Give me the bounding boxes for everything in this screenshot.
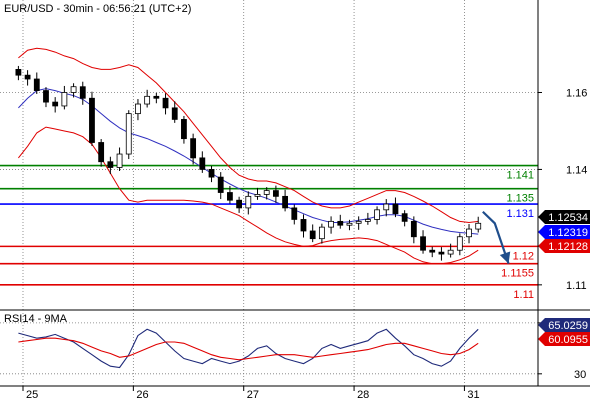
candle-body	[383, 203, 390, 211]
band-line	[18, 126, 479, 265]
rsi-title: RSI14 - 9MA	[4, 313, 68, 325]
rsi-tag-box	[538, 332, 590, 346]
rsi-series-line	[18, 337, 479, 361]
price-tag-label: 1.12534	[548, 212, 588, 224]
forecast-path	[482, 210, 510, 265]
candle-body	[337, 220, 344, 226]
candle-body	[107, 161, 114, 168]
price-tick-label: 1.16	[566, 87, 587, 99]
level-label: 1.135	[506, 193, 534, 205]
candle-body	[135, 103, 141, 115]
candle-body	[144, 95, 151, 105]
candle-body	[245, 195, 252, 209]
level-label: 1.131	[506, 208, 534, 220]
rsi-grid	[0, 310, 538, 386]
price-tick-label: 1.11	[566, 280, 587, 292]
price-tick-label: 1.14	[566, 164, 587, 176]
price-axis: 1.161.141.121.11	[538, 87, 587, 292]
candle-body	[272, 190, 279, 197]
candle-body	[24, 74, 31, 80]
candle-body	[263, 190, 270, 195]
date-axis: 25 26 27 28 31	[22, 386, 480, 400]
candle-body	[438, 251, 445, 255]
date-tick-label: 25	[26, 389, 38, 400]
candles	[15, 65, 482, 261]
candle-body	[374, 209, 380, 220]
candle-body	[116, 153, 123, 168]
candle-body	[98, 142, 105, 163]
price-tag-label: 1.12128	[548, 241, 588, 253]
forecast-arrowhead	[499, 251, 511, 264]
candle-body	[171, 107, 178, 120]
price-tags: 1.12534 1.12319 1.12128	[538, 210, 590, 253]
date-tick-label: 27	[247, 389, 259, 400]
candle-body	[162, 97, 169, 109]
candle-body	[291, 207, 298, 220]
price-plot-background	[0, 0, 538, 310]
candle-body	[89, 97, 95, 143]
candle-body	[33, 78, 40, 91]
candle-body	[254, 194, 261, 197]
chart-title: EUR/USD - 30min - 06:56:21 (UTC+2)	[4, 3, 191, 15]
price-tag-label: 1.12319	[548, 227, 588, 239]
date-tick-label: 31	[467, 389, 479, 400]
price-tag-box	[538, 210, 590, 224]
candle-body	[125, 113, 132, 155]
candle-body	[401, 213, 408, 222]
rsi-series-line	[18, 328, 479, 369]
candle-body	[227, 192, 233, 201]
candle-body	[456, 236, 463, 251]
candle-body	[328, 220, 334, 228]
rsi-tag-label: 60.0955	[548, 334, 588, 346]
candle-body	[208, 169, 215, 178]
candle-body	[190, 138, 197, 159]
level-label: 1.11	[513, 289, 534, 301]
band-line	[18, 47, 479, 224]
candle-body	[153, 95, 160, 99]
candle-body	[364, 219, 371, 222]
price-tag-box	[538, 239, 590, 253]
candle-body	[466, 228, 472, 238]
rsi-tick-label: 30	[574, 369, 586, 381]
candle-body	[420, 236, 426, 251]
candle-body	[61, 92, 68, 107]
candle-body	[392, 203, 399, 215]
candle-body	[15, 69, 22, 76]
level-label: 1.141	[506, 170, 534, 182]
candle-body	[70, 86, 77, 93]
candle-body	[475, 222, 482, 230]
date-tick-label: 28	[357, 389, 369, 400]
candle-body	[217, 176, 224, 193]
rsi-lines	[18, 328, 479, 369]
forecast-arrow	[482, 210, 511, 265]
candle-body	[43, 90, 49, 103]
candle-body	[429, 249, 436, 253]
rsi-tag-box	[538, 318, 590, 332]
candle-body	[181, 119, 187, 140]
candle-body	[199, 157, 206, 170]
support-resistance-levels: 1.141 1.135 1.131 1.12 1.1155 1.11	[0, 164, 538, 301]
price-tag-box	[538, 225, 590, 239]
candle-body	[447, 249, 454, 255]
candle-body	[309, 230, 316, 240]
level-label: 1.12	[513, 250, 534, 262]
candle-body	[79, 86, 86, 99]
level-label: 1.1155	[501, 268, 534, 280]
candle-body	[410, 220, 417, 238]
candle-body	[300, 219, 307, 232]
price-panel: 1.141 1.135 1.131 1.12 1.1155 1.11 EUR/USD - …	[0, 0, 590, 310]
candle-body	[346, 222, 353, 226]
rsi-tags: 65.0259 60.0955	[538, 318, 590, 346]
date-tick-label: 26	[136, 389, 148, 400]
rsi-tag-label: 65.0259	[548, 320, 588, 332]
candle-body	[52, 101, 59, 107]
candle-body	[282, 195, 288, 209]
candle-body	[318, 226, 325, 240]
candle-body	[236, 199, 243, 209]
candle-body	[355, 220, 362, 224]
